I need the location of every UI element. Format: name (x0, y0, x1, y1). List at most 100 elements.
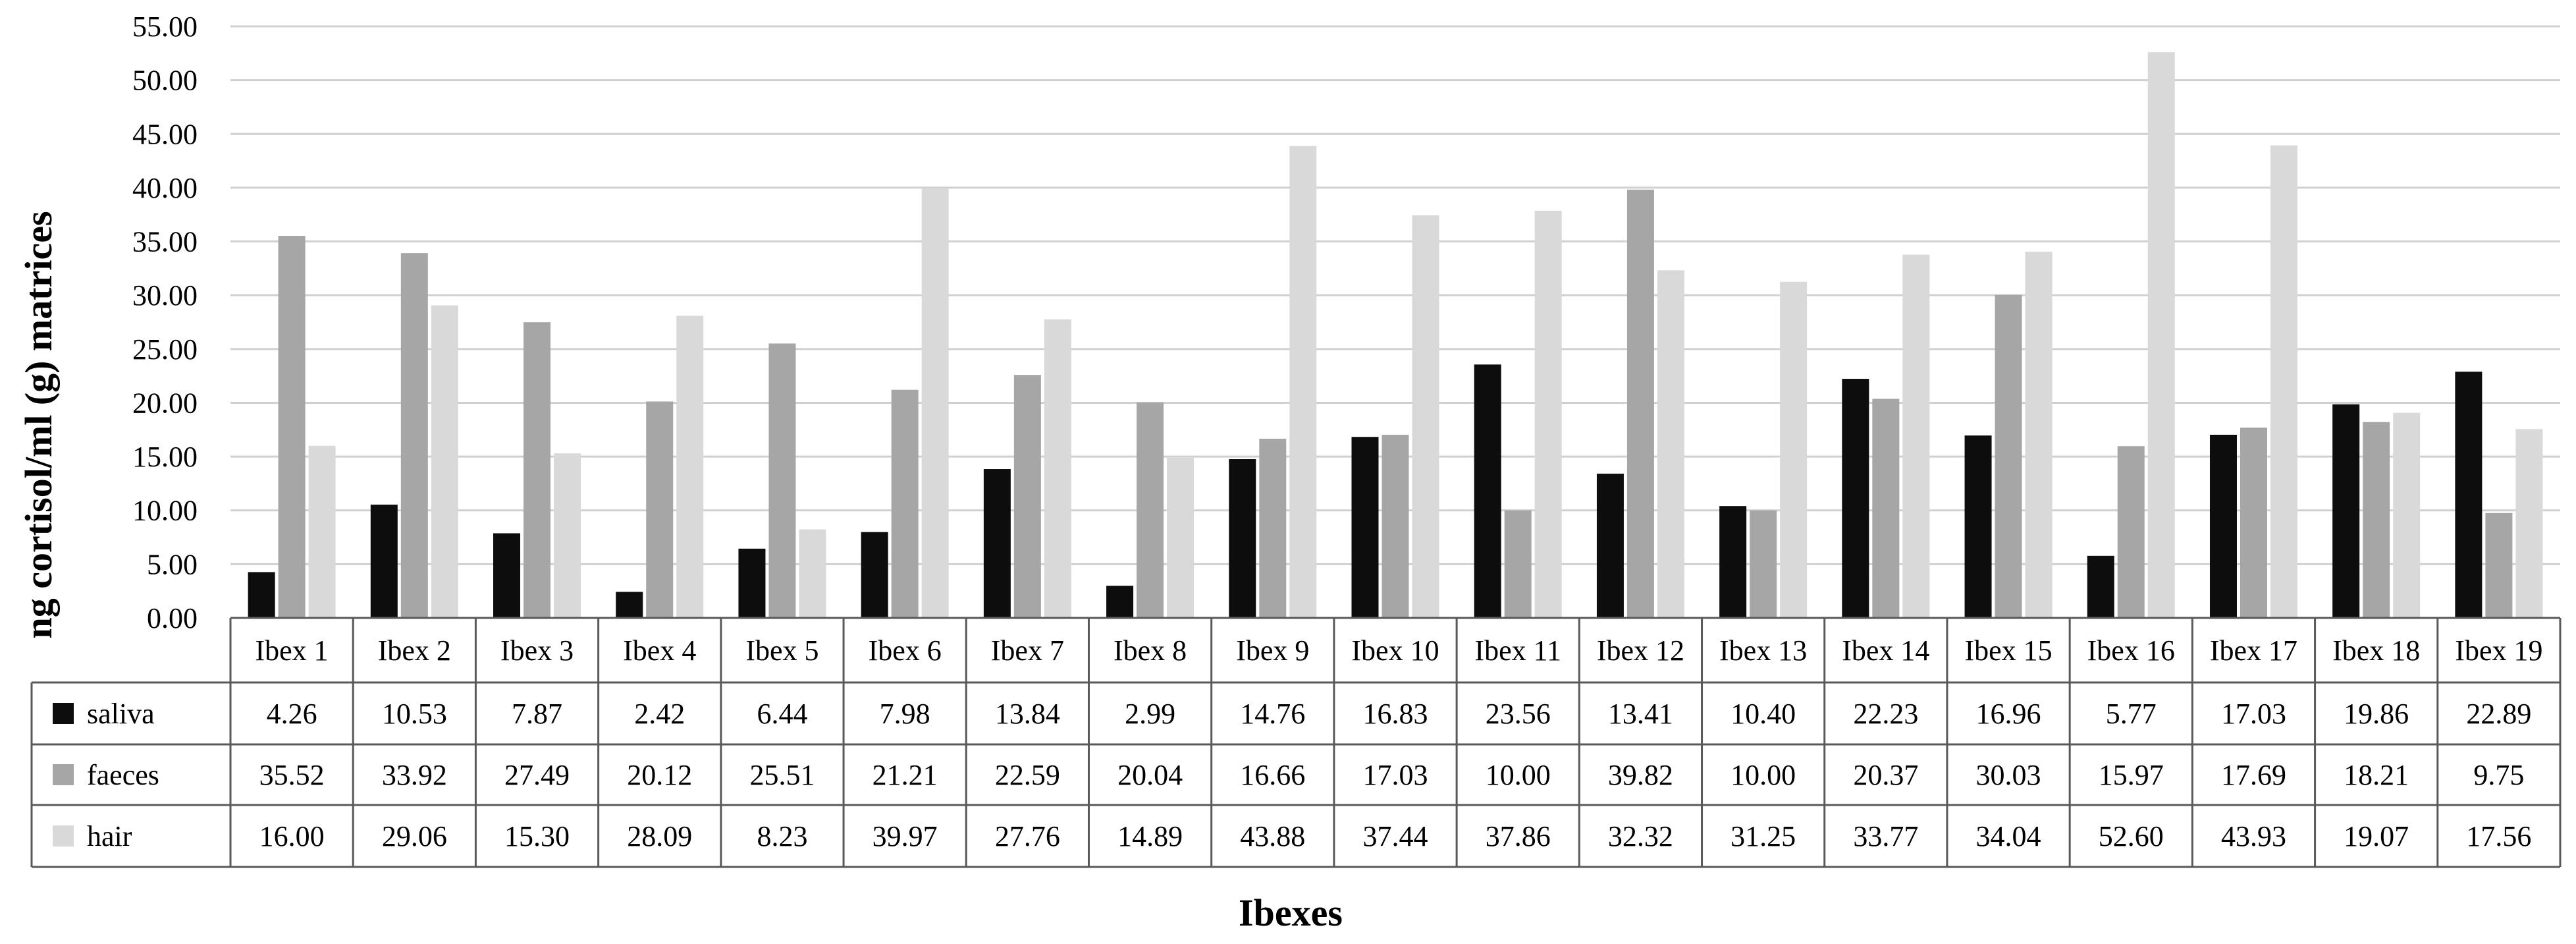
bar-faeces (768, 343, 796, 618)
x-tick-label: Ibex 3 (500, 634, 574, 667)
data-label: 22.59 (995, 759, 1060, 791)
bar-hair (2393, 412, 2421, 618)
data-label: 23.56 (1486, 698, 1551, 730)
bar-saliva (616, 592, 643, 618)
data-label: 19.07 (2344, 820, 2409, 852)
data-label: 17.56 (2466, 820, 2531, 852)
data-label: 29.06 (382, 820, 447, 852)
bar-hair (676, 316, 704, 618)
data-label: 20.04 (1117, 759, 1183, 791)
data-label: 16.96 (1976, 698, 2041, 730)
y-tick-label: 5.00 (147, 548, 198, 580)
data-label: 15.30 (504, 820, 570, 852)
bar-faeces (278, 236, 306, 618)
data-label: 8.23 (757, 820, 807, 852)
bar-faeces (1626, 189, 1654, 618)
data-label: 6.44 (757, 698, 807, 730)
x-tick-label: Ibex 11 (1474, 634, 1561, 667)
bar-saliva (2087, 555, 2114, 618)
data-label: 7.87 (512, 698, 562, 730)
data-label: 16.66 (1240, 759, 1305, 791)
bar-faeces (1013, 375, 1041, 618)
x-axis-title: Ibexes (1239, 891, 1343, 934)
data-label: 7.98 (880, 698, 930, 730)
data-label: 33.77 (1853, 820, 1918, 852)
x-tick-label: Ibex 4 (623, 634, 696, 667)
x-tick-label: Ibex 2 (378, 634, 451, 667)
bar-saliva (2332, 404, 2360, 618)
x-tick-label: Ibex 10 (1351, 634, 1439, 667)
data-label: 52.60 (2099, 820, 2164, 852)
y-axis-title: ng cortisol/ml (g) matrices (17, 211, 60, 638)
data-label: 33.92 (382, 759, 447, 791)
x-tick-label: Ibex 5 (745, 634, 818, 667)
data-label: 14.89 (1117, 820, 1183, 852)
data-label: 37.44 (1363, 820, 1428, 852)
bar-faeces (1259, 438, 1287, 618)
bar-faeces (1504, 510, 1532, 618)
bar-saliva (738, 548, 766, 618)
bar-hair (1167, 457, 1194, 618)
data-label: 10.00 (1486, 759, 1551, 791)
data-label: 22.89 (2466, 698, 2531, 730)
data-label: 19.86 (2344, 698, 2409, 730)
bar-saliva (370, 505, 398, 618)
bar-hair (2515, 429, 2543, 618)
bar-saliva (248, 572, 275, 618)
x-tick-label: Ibex 17 (2210, 634, 2297, 667)
data-label: 20.37 (1853, 759, 1918, 791)
legend-label: saliva (87, 698, 155, 730)
bar-saliva (1842, 379, 1869, 618)
bar-hair (2025, 252, 2053, 619)
legend-label: hair (87, 820, 132, 852)
bar-saliva (1229, 459, 1256, 618)
x-tick-label: Ibex 6 (869, 634, 942, 667)
bar-faeces (2240, 428, 2267, 618)
x-tick-label: Ibex 19 (2455, 634, 2542, 667)
bar-hair (1534, 210, 1562, 618)
bar-hair (2270, 145, 2297, 618)
x-tick-label: Ibex 14 (1842, 634, 1929, 667)
data-label: 35.52 (259, 759, 325, 791)
data-label: 13.41 (1608, 698, 1673, 730)
legend-label: faeces (87, 759, 159, 791)
x-tick-label: Ibex 16 (2087, 634, 2175, 667)
data-label: 43.88 (1240, 820, 1305, 852)
y-tick-label: 30.00 (132, 279, 198, 312)
bar-saliva (1964, 435, 1992, 618)
data-label: 17.03 (1363, 759, 1428, 791)
x-tick-label: Ibex 12 (1597, 634, 1684, 667)
y-axis-ticks: 0.00 5.00 10.00 15.00 20.00 25.00 30.00 35.00 40… (132, 11, 198, 634)
bar-hair (431, 305, 458, 618)
x-tick-label: Ibex 18 (2332, 634, 2420, 667)
data-label: 32.32 (1608, 820, 1673, 852)
y-tick-label: 10.00 (132, 495, 198, 527)
data-label: 21.21 (872, 759, 938, 791)
data-label: 14.76 (1240, 698, 1305, 730)
y-tick-label: 45.00 (132, 118, 198, 150)
bar-faeces (1382, 434, 1409, 618)
bar-saliva (2209, 434, 2237, 618)
bar-faeces (2485, 513, 2513, 618)
bar-faeces (646, 401, 674, 618)
bar-saliva (2455, 372, 2482, 618)
data-table: Ibex 1 Ibex 2 Ibex 3 Ibex 4 Ibex 5 Ibex 6 Ibex… (30, 617, 2562, 868)
bar-faeces (523, 322, 551, 618)
data-label: 2.99 (1125, 698, 1175, 730)
data-label: 10.53 (382, 698, 447, 730)
bar-saliva (493, 533, 521, 618)
data-label: 20.12 (627, 759, 692, 791)
bar-faeces (1995, 294, 2022, 618)
data-label: 15.97 (2099, 759, 2164, 791)
bar-saliva (1596, 474, 1624, 618)
data-label: 39.97 (872, 820, 938, 852)
bar-hair (554, 453, 581, 618)
bar-faeces (1137, 402, 1164, 618)
bar-hair (799, 529, 826, 618)
bar-saliva (1351, 437, 1379, 618)
x-tick-label: Ibex 8 (1114, 634, 1187, 667)
bar-saliva (1474, 364, 1501, 618)
y-tick-label: 0.00 (147, 602, 198, 634)
bar-faeces (1750, 510, 1777, 618)
